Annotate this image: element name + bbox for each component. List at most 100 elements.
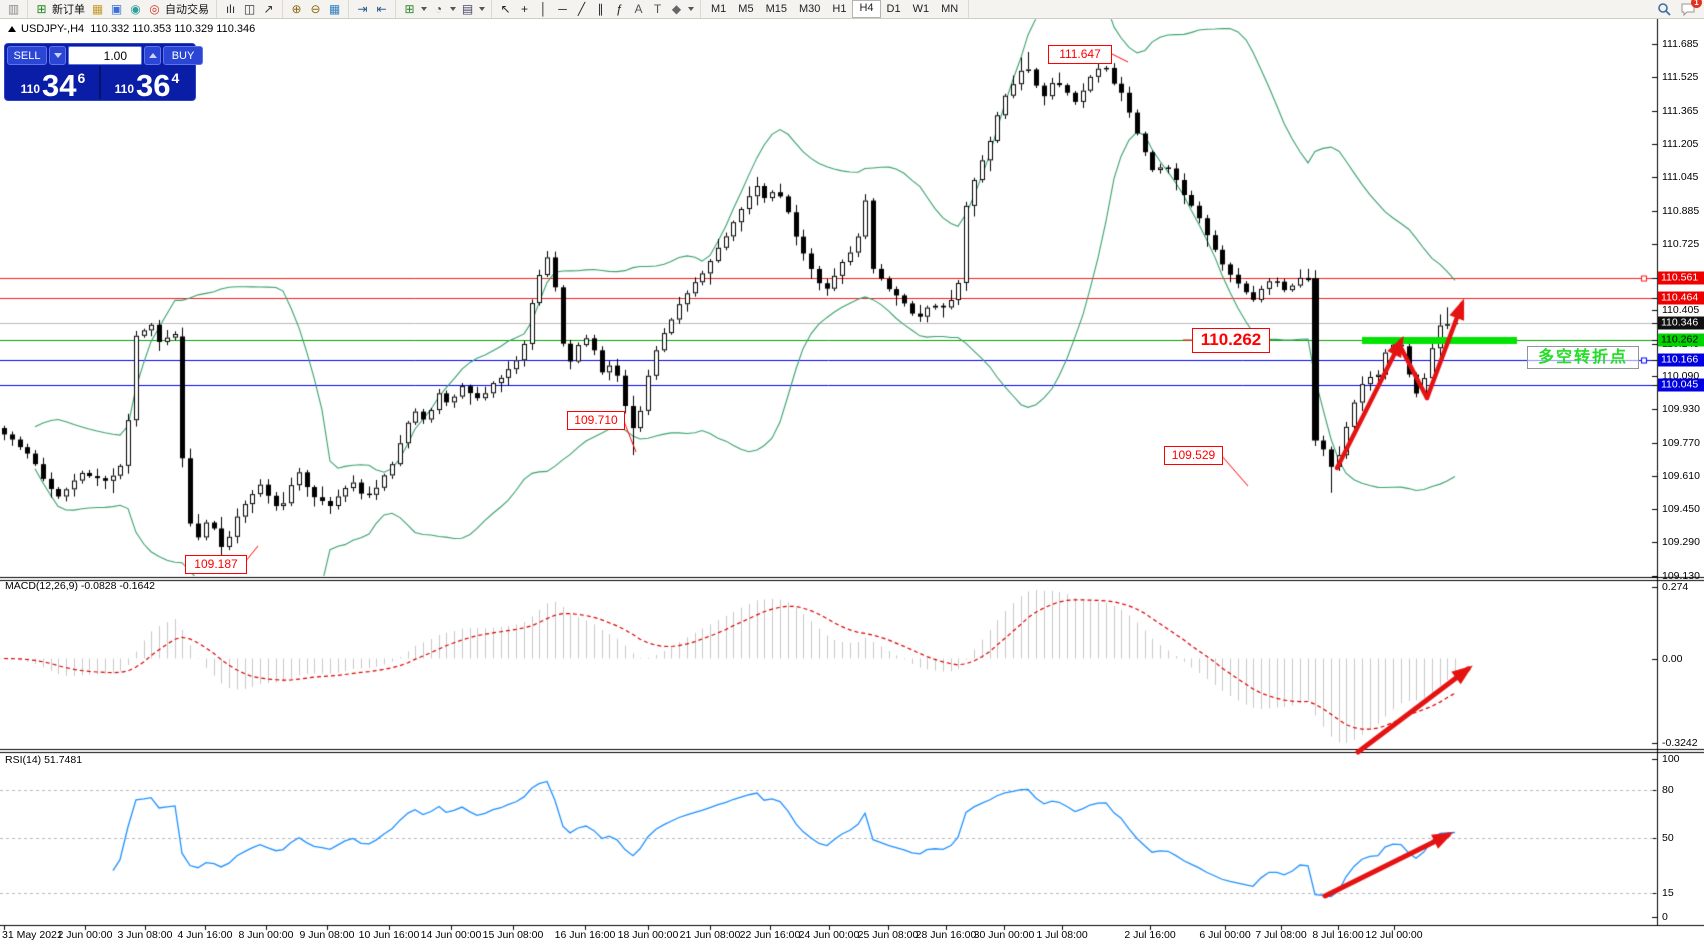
price-tick-label: 109.610 [1662, 469, 1700, 482]
buy-button[interactable]: BUY [163, 46, 203, 65]
periods-icon[interactable]: ◔ [434, 2, 443, 16]
new-order-icon[interactable]: ⊞ [36, 2, 47, 16]
time-axis-label: 8 Jul 16:00 [1312, 929, 1364, 941]
price-callout[interactable]: 110.262 [1192, 328, 1270, 353]
time-axis-label: 21 Jun 08:00 [679, 929, 741, 941]
spinner-up-icon [148, 53, 157, 58]
time-axis-label: 9 Jun 08:00 [299, 929, 355, 941]
price-tag: 110.464 [1658, 291, 1704, 305]
macd-label: MACD(12,26,9) -0.0828 -0.1642 [5, 580, 155, 592]
signal-icon[interactable]: ◉ [130, 2, 141, 16]
crosshair-icon[interactable]: + [520, 2, 528, 16]
timeframe-h1[interactable]: H1 [832, 3, 847, 15]
time-axis-label: 12 Jul 00:00 [1365, 929, 1423, 941]
templates-icon[interactable]: ▤ [461, 2, 474, 16]
price-callout[interactable]: 109.710 [567, 411, 625, 430]
volume-decrease-button[interactable] [49, 46, 66, 65]
spinner-down-icon [53, 53, 62, 58]
text-icon[interactable]: A [634, 2, 643, 16]
timeframe-h4[interactable]: H4 [852, 0, 881, 18]
time-axis-label: 24 Jun 00:00 [798, 929, 860, 941]
candlestick-chart-icon[interactable]: ◫ [243, 2, 256, 16]
new-order-label[interactable]: 新订单 [52, 4, 85, 16]
auto-scroll-icon[interactable]: ⇥ [357, 2, 368, 16]
buy-price[interactable]: 110 36 4 [99, 66, 193, 103]
time-axis-label: 25 Jun 08:00 [857, 929, 919, 941]
time-axis-label: 28 Jun 16:00 [915, 929, 977, 941]
timeframe-m15[interactable]: M15 [765, 3, 787, 15]
time-axis-label: 3 Jun 08:00 [117, 929, 173, 941]
text-label-icon[interactable]: T [653, 2, 662, 16]
timeframe-m5[interactable]: M5 [738, 3, 754, 15]
new-chart-caret-icon[interactable] [421, 7, 427, 11]
bar-chart-icon[interactable]: ılı [225, 2, 236, 16]
notification-badge: 1 [1691, 0, 1702, 8]
volume-input[interactable] [68, 46, 142, 65]
price-tick-label: 109.450 [1662, 503, 1700, 516]
autotrade-icon[interactable]: ◎ [149, 2, 160, 16]
line-chart-icon[interactable]: ↗ [263, 2, 274, 16]
price-tick-label: 109.130 [1662, 569, 1700, 582]
price-callout[interactable]: 109.529 [1164, 446, 1223, 465]
horizontal-line-icon[interactable]: ─ [558, 2, 567, 16]
buy-price-figure: 110 [114, 82, 135, 96]
zoom-out-icon[interactable]: ⊖ [310, 2, 321, 16]
autotrade-label[interactable]: 自动交易 [165, 4, 209, 16]
vertical-line-icon[interactable]: │ [539, 2, 548, 16]
price-tick-label: 111.525 [1662, 71, 1699, 84]
chart-shift-icon[interactable]: ⇤ [376, 2, 387, 16]
time-axis-label: 4 Jun 16:00 [177, 929, 233, 941]
window-fragment-icon[interactable]: ▥ [7, 2, 20, 16]
buy-price-pips: 36 [136, 68, 171, 103]
price-callout[interactable]: 109.187 [185, 555, 247, 574]
shapes-icon[interactable]: ◆ [671, 2, 682, 16]
time-axis-label: 1 Jul 08:00 [1036, 929, 1088, 941]
time-axis-label: 6 Jul 00:00 [1199, 929, 1251, 941]
profile-icon[interactable]: ▦ [91, 2, 104, 16]
search-icon[interactable] [1655, 1, 1672, 17]
shapes-caret-icon[interactable] [688, 7, 694, 11]
timeframe-m1[interactable]: M1 [711, 3, 727, 15]
time-axis-label: 15 Jun 08:00 [482, 929, 544, 941]
sell-price-pips: 34 [42, 68, 77, 103]
toolbar: ▥ ⊞ 新订单 ▦ ▣ ◉ ◎ 自动交易 ılı ◫ ↗ ⊕ ⊖ ▦ ⇥ ⇤ ⊞ ◔ ▤ ↖ + │ ─ ╱ ∥ ƒ A T ◆ M1 M5… [0, 0, 1704, 19]
timeframe-d1[interactable]: D1 [886, 3, 901, 15]
tile-windows-icon[interactable]: ▦ [328, 2, 341, 16]
price-tag: 110.166 [1658, 353, 1704, 367]
equidistant-channel-icon[interactable]: ∥ [597, 2, 604, 16]
time-axis-label: 18 Jun 00:00 [617, 929, 679, 941]
time-axis-label: 30 Jun 00:00 [973, 929, 1035, 941]
templates-caret-icon[interactable] [479, 7, 485, 11]
time-axis-label: 8 Jun 00:00 [238, 929, 294, 941]
trendline-icon[interactable]: ╱ [577, 2, 586, 16]
notifications-icon[interactable]: 1 [1680, 0, 1702, 17]
timeframe-mn[interactable]: MN [941, 3, 959, 15]
panel-toggle-icon[interactable] [8, 26, 16, 32]
time-axis-label: 14 Jun 00:00 [420, 929, 482, 941]
turning-point-note[interactable]: 多空转折点 [1527, 346, 1639, 369]
fibonacci-icon[interactable]: ƒ [616, 2, 623, 16]
buy-price-point: 4 [171, 70, 180, 86]
price-tick-label: 111.045 [1662, 171, 1699, 184]
timeframe-m30[interactable]: M30 [798, 3, 821, 15]
market-watch-icon[interactable]: ▣ [110, 2, 123, 16]
price-callout[interactable]: 111.647 [1048, 45, 1112, 64]
price-tag: 110.045 [1658, 378, 1704, 392]
volume-increase-button[interactable] [144, 46, 161, 65]
rsi-axis-label: 80 [1662, 784, 1674, 797]
periods-caret-icon[interactable] [450, 7, 456, 11]
timeframe-w1[interactable]: W1 [912, 3, 930, 15]
price-tick-label: 111.685 [1662, 38, 1699, 51]
zoom-in-icon[interactable]: ⊕ [291, 2, 302, 16]
new-chart-icon[interactable]: ⊞ [404, 2, 415, 16]
sell-price[interactable]: 110 34 6 [7, 66, 99, 103]
price-tick-label: 110.405 [1662, 304, 1700, 317]
chart-title-text: USDJPY-,H4 110.332 110.353 110.329 110.3… [21, 23, 256, 35]
sell-button[interactable]: SELL [7, 46, 47, 65]
cursor-icon[interactable]: ↖ [500, 2, 511, 16]
time-axis-label: 31 May 2021 [2, 929, 63, 941]
sell-price-figure: 110 [20, 82, 41, 96]
